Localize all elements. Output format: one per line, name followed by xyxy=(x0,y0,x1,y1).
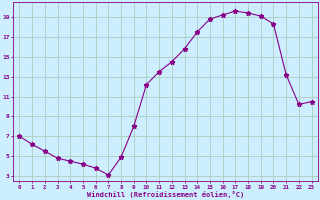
X-axis label: Windchill (Refroidissement éolien,°C): Windchill (Refroidissement éolien,°C) xyxy=(87,191,244,198)
